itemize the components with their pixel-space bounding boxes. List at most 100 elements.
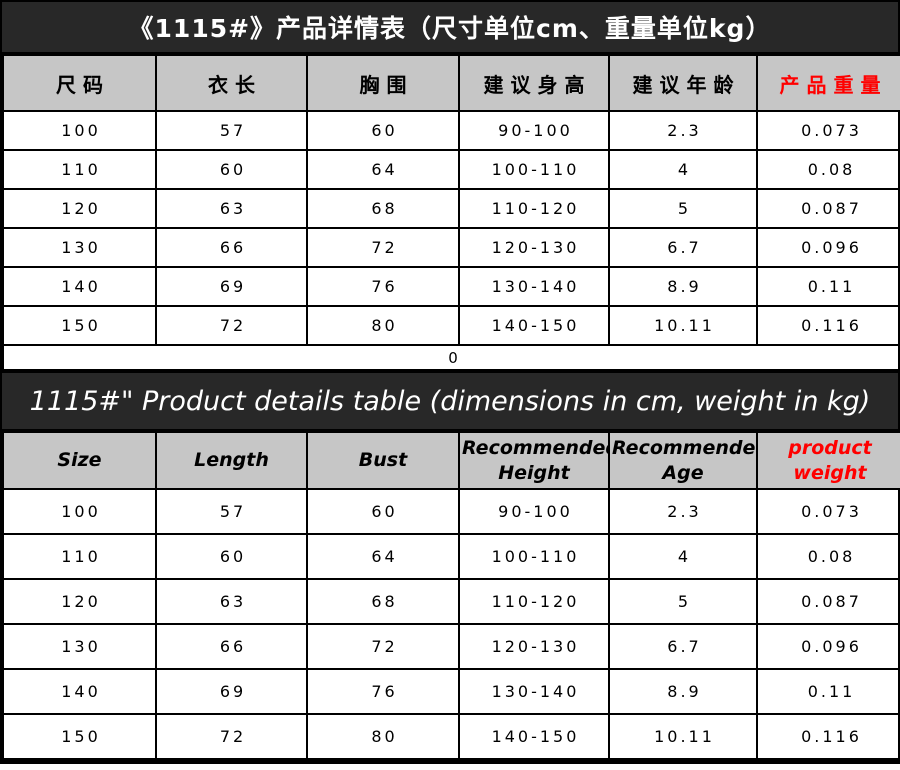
cell-bust: 60 bbox=[306, 110, 460, 151]
cell-weight: 0.116 bbox=[756, 305, 900, 346]
cell-length: 66 bbox=[155, 227, 308, 268]
table-row: 100 57 60 90-100 2.3 0.073 bbox=[2, 488, 900, 535]
cell-weight: 0.087 bbox=[756, 188, 900, 229]
en-column-header-weight: product weight bbox=[756, 431, 900, 490]
cell-age: 10.11 bbox=[608, 713, 758, 760]
cell-age: 8.9 bbox=[608, 668, 758, 715]
table-row: 150 72 80 140-150 10.11 0.116 bbox=[2, 713, 900, 760]
cell-weight: 0.087 bbox=[756, 578, 900, 625]
cell-length: 66 bbox=[155, 623, 308, 670]
cell-length: 63 bbox=[155, 578, 308, 625]
table-row: 120 63 68 110-120 5 0.087 bbox=[2, 188, 900, 229]
cell-bust: 64 bbox=[306, 149, 460, 190]
cell-height: 100-110 bbox=[458, 533, 610, 580]
cell-weight: 0.073 bbox=[756, 488, 900, 535]
cn-column-header-height: 建议身高 bbox=[458, 54, 610, 112]
cell-length: 72 bbox=[155, 305, 308, 346]
cell-weight: 0.08 bbox=[756, 149, 900, 190]
cell-size: 110 bbox=[2, 533, 157, 580]
cell-size: 130 bbox=[2, 227, 157, 268]
en-column-header-size: Size bbox=[2, 431, 157, 490]
en-column-header-age: Recommended Age bbox=[608, 431, 758, 490]
cn-column-header-age: 建议年龄 bbox=[608, 54, 758, 112]
cell-size: 100 bbox=[2, 110, 157, 151]
cell-weight: 0.096 bbox=[756, 623, 900, 670]
cell-weight: 0.11 bbox=[756, 266, 900, 307]
cell-height: 120-130 bbox=[458, 623, 610, 670]
cell-length: 69 bbox=[155, 668, 308, 715]
table-row: 120 63 68 110-120 5 0.087 bbox=[2, 578, 900, 625]
cell-height: 140-150 bbox=[458, 713, 610, 760]
cell-height: 130-140 bbox=[458, 266, 610, 307]
cn-column-header-weight: 产品重量 bbox=[756, 54, 900, 112]
cell-age: 6.7 bbox=[608, 623, 758, 670]
cell-bust: 68 bbox=[306, 578, 460, 625]
cn-footer-row: 0 bbox=[2, 344, 900, 371]
table-row: 110 60 64 100-110 4 0.08 bbox=[2, 149, 900, 190]
cn-title-bar: 《1115#》产品详情表（尺寸单位cm、重量单位kg） bbox=[2, 2, 898, 54]
table-row: 140 69 76 130-140 8.9 0.11 bbox=[2, 668, 900, 715]
cell-age: 2.3 bbox=[608, 110, 758, 151]
cell-age: 4 bbox=[608, 149, 758, 190]
cell-size: 150 bbox=[2, 713, 157, 760]
cell-size: 140 bbox=[2, 668, 157, 715]
cell-size: 150 bbox=[2, 305, 157, 346]
cn-column-header-bust: 胸围 bbox=[306, 54, 460, 112]
cell-age: 5 bbox=[608, 578, 758, 625]
cell-height: 140-150 bbox=[458, 305, 610, 346]
table-row: 110 60 64 100-110 4 0.08 bbox=[2, 533, 900, 580]
cell-size: 110 bbox=[2, 149, 157, 190]
en-column-header-bust: Bust bbox=[306, 431, 460, 490]
cell-age: 10.11 bbox=[608, 305, 758, 346]
cell-size: 120 bbox=[2, 188, 157, 229]
cell-height: 100-110 bbox=[458, 149, 610, 190]
cn-column-header-size: 尺码 bbox=[2, 54, 157, 112]
cell-height: 110-120 bbox=[458, 188, 610, 229]
cell-age: 4 bbox=[608, 533, 758, 580]
cell-height: 90-100 bbox=[458, 110, 610, 151]
cn-column-header-length: 衣长 bbox=[155, 54, 308, 112]
cell-age: 8.9 bbox=[608, 266, 758, 307]
cell-height: 90-100 bbox=[458, 488, 610, 535]
cn-table: 尺码 衣长 胸围 建议身高 建议年龄 产品重量 100 57 60 90-100… bbox=[2, 54, 900, 371]
cell-bust: 72 bbox=[306, 623, 460, 670]
cell-age: 6.7 bbox=[608, 227, 758, 268]
table-row: 150 72 80 140-150 10.11 0.116 bbox=[2, 305, 900, 346]
cell-size: 140 bbox=[2, 266, 157, 307]
cn-header-row: 尺码 衣长 胸围 建议身高 建议年龄 产品重量 bbox=[2, 54, 900, 112]
cell-size: 120 bbox=[2, 578, 157, 625]
cell-length: 63 bbox=[155, 188, 308, 229]
cell-height: 110-120 bbox=[458, 578, 610, 625]
cell-length: 57 bbox=[155, 488, 308, 535]
table-row: 130 66 72 120-130 6.7 0.096 bbox=[2, 623, 900, 670]
cell-age: 5 bbox=[608, 188, 758, 229]
en-header-row: Size Length Bust Recommended Height Reco… bbox=[2, 431, 900, 490]
cell-length: 60 bbox=[155, 533, 308, 580]
cell-size: 100 bbox=[2, 488, 157, 535]
cell-height: 120-130 bbox=[458, 227, 610, 268]
cell-weight: 0.11 bbox=[756, 668, 900, 715]
cell-age: 2.3 bbox=[608, 488, 758, 535]
cell-length: 72 bbox=[155, 713, 308, 760]
cell-weight: 0.073 bbox=[756, 110, 900, 151]
cell-length: 69 bbox=[155, 266, 308, 307]
en-title-bar: 1115#" Product details table (dimensions… bbox=[2, 371, 898, 431]
cell-bust: 60 bbox=[306, 488, 460, 535]
en-table: Size Length Bust Recommended Height Reco… bbox=[2, 431, 900, 760]
cell-bust: 76 bbox=[306, 668, 460, 715]
table-row: 140 69 76 130-140 8.9 0.11 bbox=[2, 266, 900, 307]
cn-title: 《1115#》产品详情表（尺寸单位cm、重量单位kg） bbox=[128, 14, 772, 43]
table-row: 130 66 72 120-130 6.7 0.096 bbox=[2, 227, 900, 268]
cell-bust: 68 bbox=[306, 188, 460, 229]
en-title: 1115#" Product details table (dimensions… bbox=[29, 385, 871, 417]
cell-bust: 80 bbox=[306, 713, 460, 760]
cell-bust: 80 bbox=[306, 305, 460, 346]
cell-weight: 0.116 bbox=[756, 713, 900, 760]
cell-height: 130-140 bbox=[458, 668, 610, 715]
cell-bust: 76 bbox=[306, 266, 460, 307]
table-row: 100 57 60 90-100 2.3 0.073 bbox=[2, 110, 900, 151]
cell-bust: 64 bbox=[306, 533, 460, 580]
cn-merged-cell: 0 bbox=[2, 344, 900, 371]
cell-bust: 72 bbox=[306, 227, 460, 268]
